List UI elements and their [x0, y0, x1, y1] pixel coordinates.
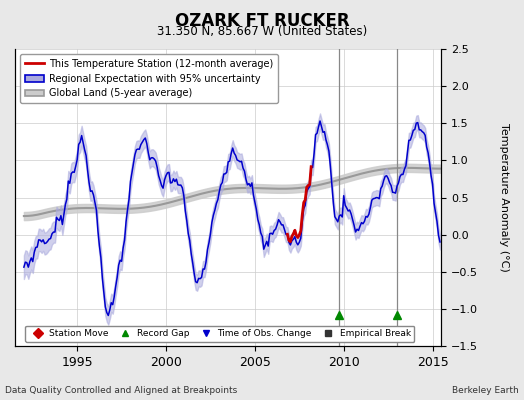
Y-axis label: Temperature Anomaly (°C): Temperature Anomaly (°C) — [499, 123, 509, 272]
Legend: Station Move, Record Gap, Time of Obs. Change, Empirical Break: Station Move, Record Gap, Time of Obs. C… — [25, 326, 414, 342]
Text: 31.350 N, 85.667 W (United States): 31.350 N, 85.667 W (United States) — [157, 25, 367, 38]
Text: Berkeley Earth: Berkeley Earth — [452, 386, 519, 395]
Text: Data Quality Controlled and Aligned at Breakpoints: Data Quality Controlled and Aligned at B… — [5, 386, 237, 395]
Text: OZARK FT RUCKER: OZARK FT RUCKER — [174, 12, 350, 30]
